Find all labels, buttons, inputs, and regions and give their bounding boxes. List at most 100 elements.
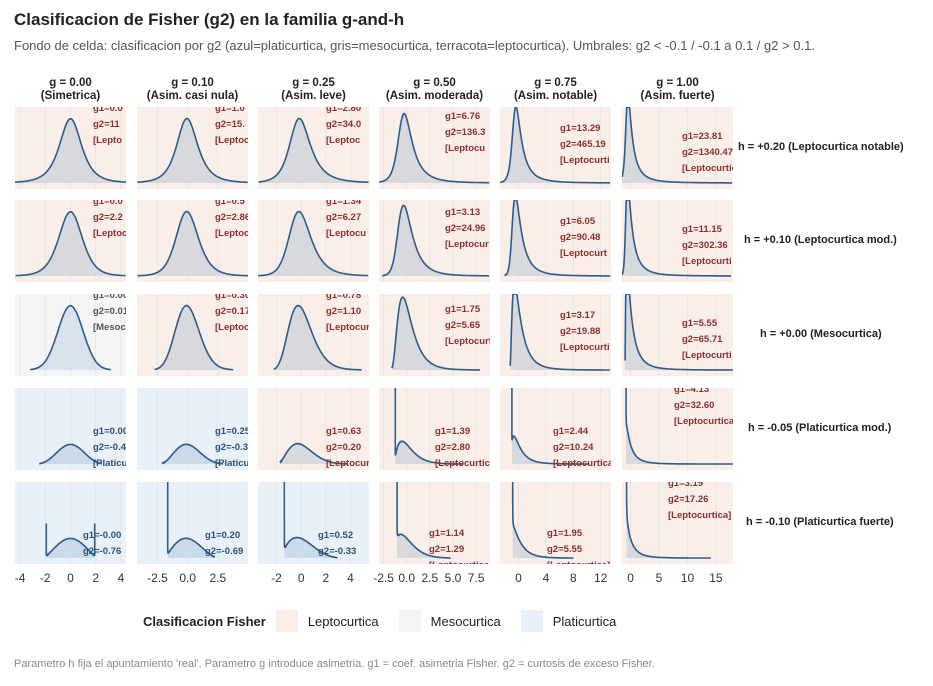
x-tick-label: 2 [92,571,100,585]
facet-cell: g1=0.25 g2=-0.36 [Platicurti [137,388,248,470]
chart-subtitle: Fondo de celda: clasificacion por g2 (az… [14,38,815,53]
density-plot [625,388,733,470]
class-label: [Leptocurti [682,256,732,267]
row-label: h = +0.00 (Mesocurtica) [760,328,882,340]
facet-cell: g1=1.34 g2=6.27 [Leptocu [258,200,369,282]
g1-value: g1=3.13 [445,207,481,218]
x-tick-label: 0.0 [179,571,197,585]
g1-value: g1=11.15 [682,224,722,235]
cell-annotation: g1=6.05 g2=90.48 [Leptocurt [560,214,607,262]
g1-value: g1=0.78 [326,294,362,301]
density-line [622,107,732,184]
cell-annotation: g1=0.63 g2=0.20 [Leptocurti [326,424,369,470]
density-plot [137,200,248,282]
density-plot [137,107,248,189]
class-label: [Mesocu [93,322,126,333]
density-plot [154,294,234,376]
x-tick-label: 0 [67,571,74,585]
g1-value: g1=1.39 [435,426,471,437]
class-label: [Leptocurt [560,248,607,259]
g1-value: g1=1.0 [215,107,245,114]
density-line [504,200,611,277]
class-label: [Leptocurtic [435,458,490,469]
cell-annotation: g1=0.30 g2=0.17 [Leptocu [215,294,248,336]
g2-value: g2=0.20 [326,442,362,453]
facet-cell: g1=2.80 g2=34.0 [Leptoc [258,107,369,189]
density-line [15,211,126,277]
g2-value: g2=1340.47 [682,147,733,158]
cell-annotation: g1=0.5 g2=2.86 [Leptoc [215,200,248,242]
row-label: h = +0.10 (Leptocurtica mod.) [744,234,897,246]
class-label: [Platicurti [215,458,248,469]
density-plot [19,294,122,376]
density-plot [157,482,219,564]
x-tick-label: 10 [680,571,695,585]
row-label: h = -0.10 (Platicurtica fuerte) [746,516,894,528]
class-label: [Leptocurti [682,350,732,361]
cell-annotation: g1=2.44 g2=10.24 [Leptocurtica [553,424,611,470]
g2-value: g2=302.36 [682,240,728,251]
density-plot [500,107,611,189]
class-label: [Leptocurtica] [668,510,732,521]
x-tick-label: -2.5 [147,571,168,585]
class-label: [Platicurt [93,458,126,469]
facet-cell: g1=0.78 g2=1.10 [Leptocur [258,294,369,376]
density-line [38,443,103,465]
density-plot [276,388,351,470]
legend-swatch-mesocurtica [398,610,421,632]
g2-value: g2=465.19 [560,139,606,150]
column-header-desc: (Asim. casi nula) [146,90,239,102]
legend: Clasificacion Fisher Leptocurtica Mesocu… [143,610,636,632]
column-header-desc: (Asim. leve) [281,90,346,102]
density-line [283,482,338,559]
density-line [394,388,464,465]
g1-value: g1=0.20 [205,530,241,541]
cell-annotation: g1=3.13 g2=24.96 [Leptocur [445,205,489,253]
density-area [512,482,574,558]
cell-annotation: g1=1.14 g2=1.29 [Leptocurtica [429,526,489,564]
density-plot [15,200,126,282]
facet-cell: g1=3.13 g2=24.96 [Leptocur [379,200,490,282]
x-tick-label: 0 [515,571,522,585]
density-plot [511,388,602,470]
g1-value: g1=1.75 [445,304,481,315]
column-header-desc: (Asim. moderada) [385,90,484,102]
g2-value: g2=32.60 [674,400,715,411]
facet-cell: g1=1.14 g2=1.29 [Leptocurtica [379,482,490,564]
x-tick-label: 5.0 [444,571,462,585]
g2-value: g2=-0.36 [215,442,248,453]
density-line [161,443,223,465]
g1-value: g1=0.0 [93,200,123,207]
density-plot [624,294,733,376]
class-label: [Leptocur [326,322,369,333]
x-tick-label: 4 [542,571,550,585]
density-plot [622,107,732,189]
column-header: g = 0.25 (Asim. leve) [254,77,374,103]
facet-cell: g1=0.00 g2=-0.46 [Platicurt [15,388,126,470]
class-label: [Leptocurtica [674,416,733,427]
g1-value: g1=3.19 [668,482,704,489]
density-plot [511,482,602,564]
g1-value: g1=1.34 [326,200,362,207]
density-area [154,305,234,370]
g2-value: g2=19.88 [560,326,601,337]
density-plot [258,107,369,189]
x-tick-label: -4 [14,571,26,585]
g2-value: g2=17.26 [668,494,709,505]
legend-item-mesocurtica: Mesocurtica [398,610,501,632]
density-plot [276,482,351,564]
cell-annotation: g1=1.75 g2=5.65 [Leptocurti [445,302,490,350]
g1-value: g1=6.76 [445,111,481,122]
legend-label: Leptocurtica [307,613,379,629]
density-line [166,482,216,558]
column-header-g: g = 0.25 [292,77,335,89]
density-area [258,118,369,183]
density-line [511,482,574,559]
column-header-g: g = 1.00 [656,77,699,89]
class-label: [Leptoc [93,228,126,239]
g1-value: g1=1.14 [429,528,465,539]
cell-annotation: g1=0.0 g2=2.2 [Leptoc [93,200,126,242]
class-label: [Leptoc [326,135,361,146]
class-label: [Leptocurtica [429,558,489,564]
facet-cell: g1=0.63 g2=0.20 [Leptocurti [258,388,369,470]
